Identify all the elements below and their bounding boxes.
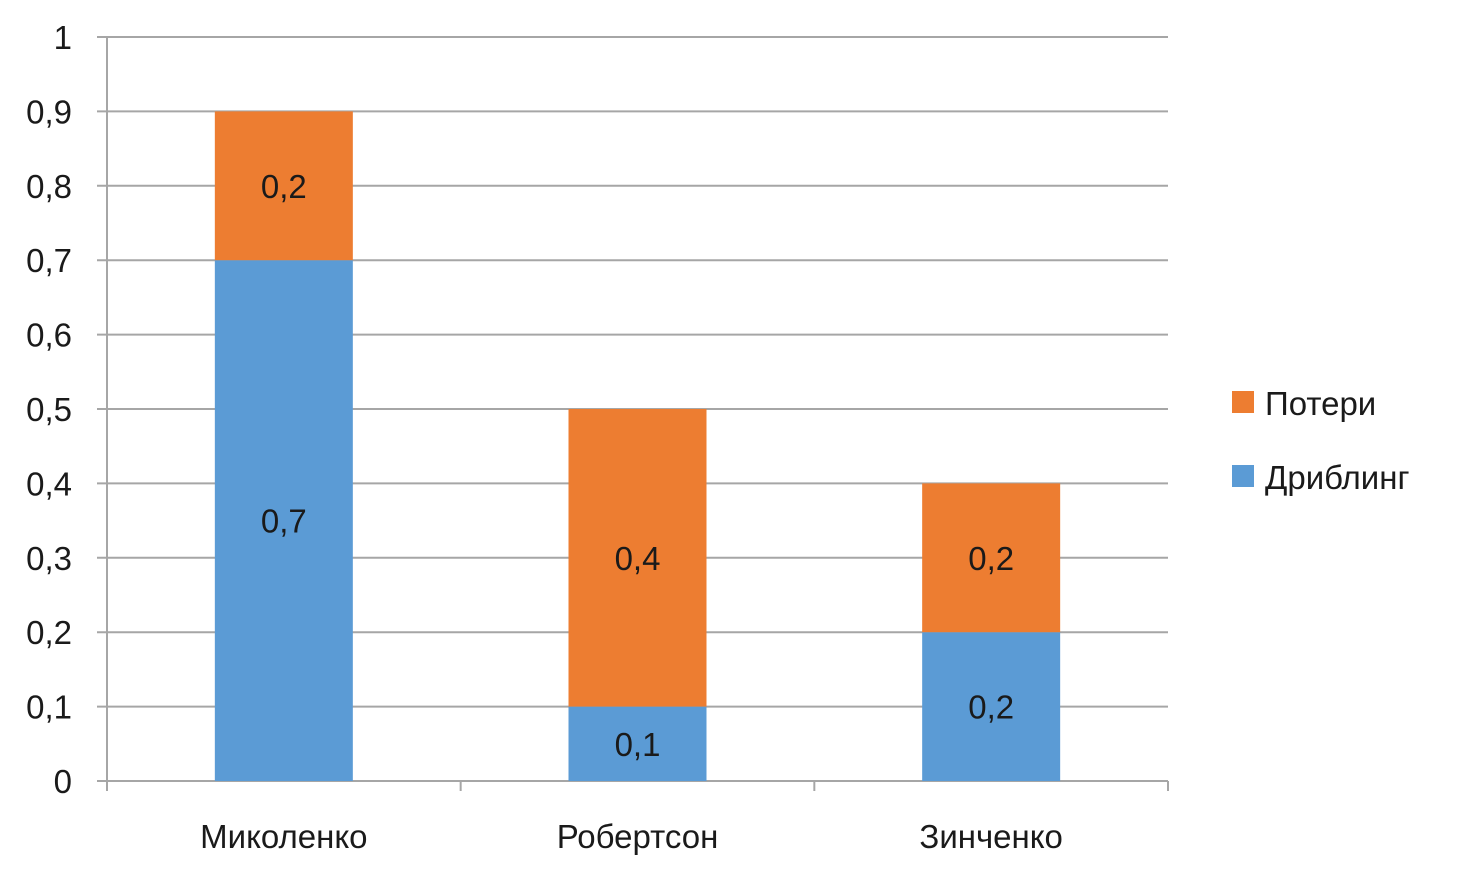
y-tick-label: 0,9 [26, 93, 72, 130]
data-labels: 0,7 0,2 0,1 0,4 0,2 0,2 [261, 168, 1014, 763]
bar-segment [214, 111, 353, 261]
y-tick-label: 1 [54, 19, 72, 56]
y-tick-label: 0,2 [26, 614, 72, 651]
y-tick-label: 0 [54, 763, 72, 800]
data-label: 0,2 [261, 168, 307, 205]
legend: Потери Дриблинг [1232, 385, 1410, 496]
data-label: 0,7 [261, 503, 307, 540]
bar-segment [922, 632, 1061, 781]
y-tick-label: 0,7 [26, 242, 72, 279]
y-tick-label: 0,4 [26, 465, 72, 502]
y-tick-label: 0,8 [26, 168, 72, 205]
x-tick-label: Миколенко [200, 818, 367, 855]
data-label: 0,2 [968, 689, 1014, 726]
x-tick-label: Робертсон [557, 818, 719, 855]
legend-label: Потери [1265, 385, 1376, 422]
bar-segment [568, 409, 707, 707]
bar-segment [568, 706, 707, 781]
y-tick-label: 0,1 [26, 689, 72, 726]
axes: 0 0,1 0,2 0,3 0,4 0,5 0,6 0,7 0,8 0,9 1 Миколенко Ро… [26, 19, 1169, 855]
data-label: 0,1 [615, 726, 661, 763]
bar-segment [922, 483, 1061, 633]
y-tick-label: 0,5 [26, 391, 72, 428]
data-label: 0,2 [968, 540, 1014, 577]
y-tick-label: 0,6 [26, 317, 72, 354]
x-tick-label: Зинченко [919, 818, 1063, 855]
legend-swatch [1232, 391, 1254, 413]
legend-swatch [1232, 465, 1254, 487]
bars [214, 111, 1061, 781]
y-tick-label: 0,3 [26, 540, 72, 577]
bar-segment [214, 260, 353, 781]
legend-label: Дриблинг [1265, 459, 1410, 496]
data-label: 0,4 [615, 540, 661, 577]
